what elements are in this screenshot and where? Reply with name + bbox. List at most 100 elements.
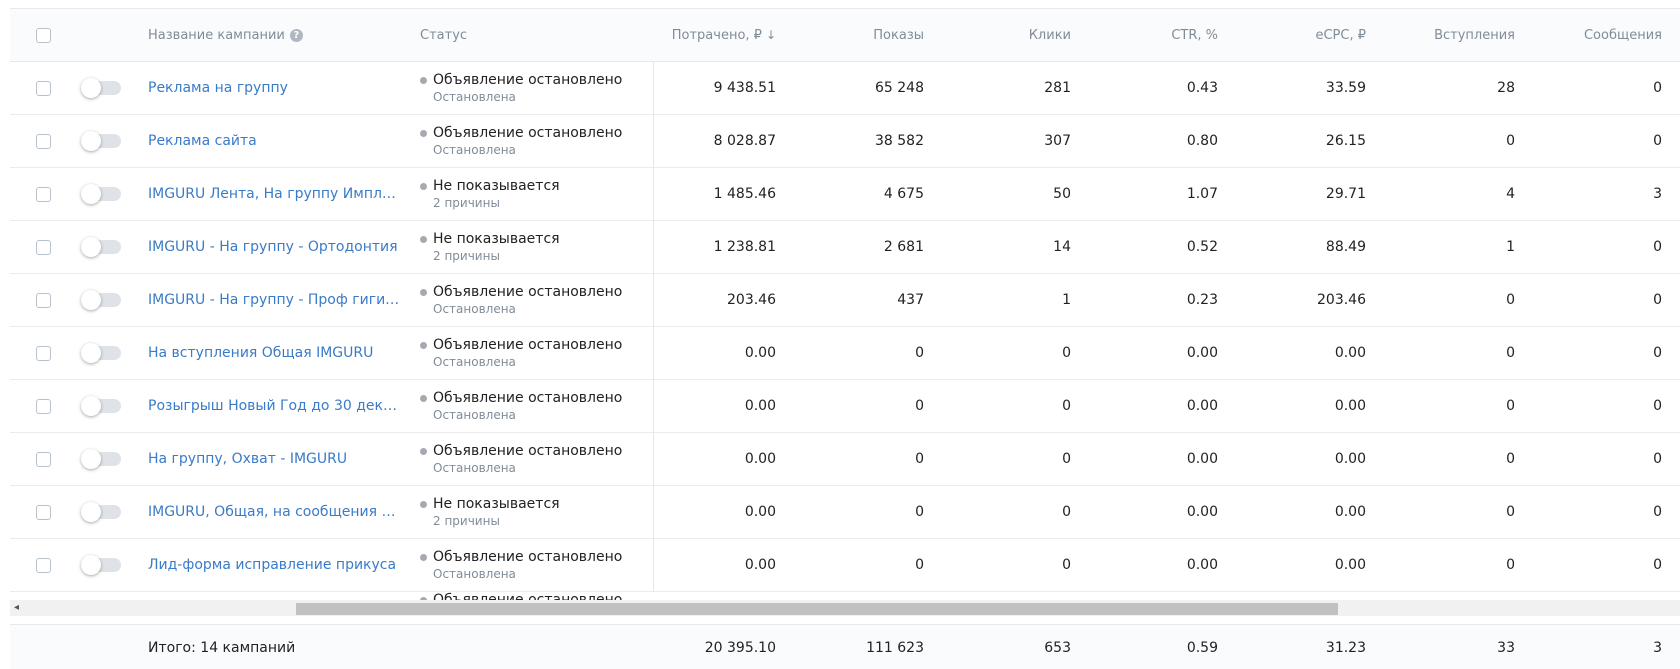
status-dot-icon — [420, 288, 427, 296]
row-checkbox[interactable] — [36, 398, 51, 414]
clicks-value: 307 — [1044, 133, 1071, 149]
joins-cell: 1 — [1366, 221, 1515, 273]
toggle-knob — [81, 449, 101, 469]
status-cell: Объявление остановлено Остановлена — [420, 539, 660, 591]
header-joins[interactable]: Вступления — [1366, 9, 1515, 61]
campaign-toggle[interactable] — [81, 237, 121, 257]
messages-cell: 0 — [1515, 433, 1662, 485]
ctr-value: 1.07 — [1186, 186, 1218, 202]
campaign-name-link[interactable]: IMGURU - На группу - Проф гигие... — [148, 292, 403, 308]
row-checkbox[interactable] — [36, 504, 51, 520]
joins-value: 28 — [1497, 80, 1515, 96]
campaign-name-link[interactable]: Реклама на группу — [148, 80, 288, 96]
ecpc-value: 0.00 — [1334, 557, 1366, 573]
ecpc-value: 26.15 — [1325, 133, 1366, 149]
row-checkbox[interactable] — [36, 451, 51, 467]
campaign-toggle[interactable] — [81, 78, 121, 98]
clicks-cell: 0 — [924, 327, 1071, 379]
row-checkbox[interactable] — [36, 80, 51, 96]
joins-value: 0 — [1506, 398, 1515, 414]
messages-cell: 0 — [1515, 486, 1662, 538]
status-subtext[interactable]: 2 причины — [433, 196, 500, 210]
ctr-value: 0.00 — [1186, 345, 1218, 361]
header-spent[interactable]: Потрачено, ₽ ↓ — [630, 9, 776, 61]
column-divider — [653, 115, 654, 167]
clicks-value: 0 — [1062, 557, 1071, 573]
ecpc-value: 0.00 — [1334, 451, 1366, 467]
campaign-toggle[interactable] — [81, 502, 121, 522]
campaign-name-link[interactable]: Реклама сайта — [148, 133, 257, 149]
header-ecpc[interactable]: eCPC, ₽ — [1218, 9, 1366, 61]
ecpc-value: 29.71 — [1325, 186, 1366, 202]
messages-value: 0 — [1653, 504, 1662, 520]
shows-value: 0 — [915, 398, 924, 414]
row-checkbox[interactable] — [36, 557, 51, 573]
table-row: Розыгрыш Новый Год до 30 декаб... Объявл… — [10, 380, 1680, 433]
column-divider — [653, 274, 654, 326]
campaign-toggle[interactable] — [81, 343, 121, 363]
campaign-toggle[interactable] — [81, 396, 121, 416]
campaign-name-link[interactable]: Розыгрыш Новый Год до 30 декаб... — [148, 398, 403, 414]
ecpc-value: 0.00 — [1334, 504, 1366, 520]
ctr-cell: 0.80 — [1071, 115, 1218, 167]
campaign-toggle[interactable] — [81, 555, 121, 575]
ecpc-cell: 0.00 — [1218, 327, 1366, 379]
campaign-name-link[interactable]: IMGURU, Общая, на сообщения в ... — [148, 504, 403, 520]
column-divider — [653, 433, 654, 485]
select-all-checkbox[interactable] — [36, 27, 51, 43]
row-toggle-cell — [81, 115, 127, 167]
campaign-toggle[interactable] — [81, 184, 121, 204]
table-row: Реклама сайта Объявление остановлено Ост… — [10, 115, 1680, 168]
header-shows[interactable]: Показы — [776, 9, 924, 61]
spent-cell: 203.46 — [630, 274, 776, 326]
status-label: Не показывается — [433, 496, 560, 512]
ecpc-value: 33.59 — [1325, 80, 1366, 96]
row-checkbox[interactable] — [36, 345, 51, 361]
campaign-toggle[interactable] — [81, 449, 121, 469]
help-icon[interactable]: ? — [289, 28, 303, 42]
shows-cell: 4 675 — [776, 168, 924, 220]
status-text: Объявление остановлено — [420, 284, 622, 300]
spent-cell: 0.00 — [630, 433, 776, 485]
scrollbar-thumb[interactable] — [296, 603, 1338, 615]
scroll-left-arrow-icon[interactable]: ◂ — [14, 602, 20, 613]
campaign-toggle[interactable] — [81, 290, 121, 310]
header-clicks-label: Клики — [1028, 27, 1071, 43]
joins-cell: 0 — [1366, 274, 1515, 326]
row-checkbox[interactable] — [36, 133, 51, 149]
clicks-cell: 14 — [924, 221, 1071, 273]
status-dot-icon — [420, 129, 427, 137]
header-messages[interactable]: Сообщения — [1515, 9, 1662, 61]
column-divider — [653, 221, 654, 273]
header-clicks[interactable]: Клики — [924, 9, 1071, 61]
messages-value: 0 — [1653, 451, 1662, 467]
status-dot-icon — [420, 447, 427, 455]
row-select-cell — [36, 327, 56, 379]
campaign-name-link[interactable]: Лид-форма исправление прикуса — [148, 557, 397, 573]
header-ctr[interactable]: CTR, % — [1071, 9, 1218, 61]
totals-spent: 20 395.10 — [630, 625, 776, 669]
status-subtext[interactable]: 2 причины — [433, 249, 500, 263]
ecpc-value: 203.46 — [1317, 292, 1366, 308]
row-checkbox[interactable] — [36, 292, 51, 308]
ctr-value: 0.00 — [1186, 504, 1218, 520]
campaign-toggle[interactable] — [81, 131, 121, 151]
column-divider — [653, 327, 654, 379]
shows-cell: 2 681 — [776, 221, 924, 273]
campaign-name-link[interactable]: На группу, Охват - IMGURU — [148, 451, 348, 467]
totals-label: Итого: 14 кампаний — [148, 625, 408, 669]
campaign-name-link[interactable]: IMGURU Лента, На группу Имплан... — [148, 186, 403, 202]
spent-value: 0.00 — [744, 451, 776, 467]
clicks-cell: 0 — [924, 380, 1071, 432]
row-checkbox[interactable] — [36, 186, 51, 202]
select-all-cell — [36, 9, 56, 61]
row-select-cell — [36, 486, 56, 538]
spent-value: 1 485.46 — [713, 186, 776, 202]
header-status[interactable]: Статус — [420, 9, 660, 61]
horizontal-scrollbar[interactable]: ◂ — [10, 600, 1680, 616]
campaign-name-link[interactable]: На вступления Общая IMGURU — [148, 345, 374, 361]
status-subtext[interactable]: 2 причины — [433, 514, 500, 528]
campaign-name-link[interactable]: IMGURU - На группу - Ортодонтия — [148, 239, 398, 255]
header-name[interactable]: Название кампании ? — [148, 9, 408, 61]
row-checkbox[interactable] — [36, 239, 51, 255]
